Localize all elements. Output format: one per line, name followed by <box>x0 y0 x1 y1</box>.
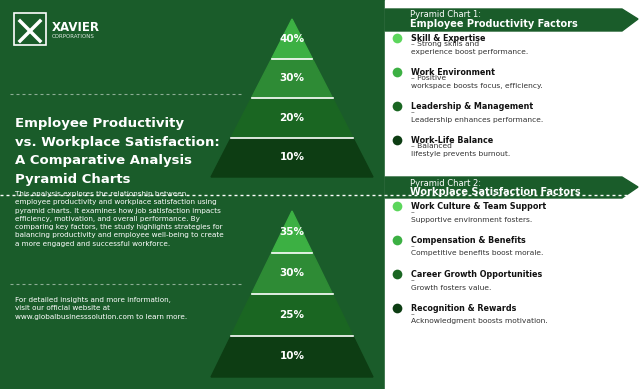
Text: For detailed insights and more information,
visit our official website at
www.gl: For detailed insights and more informati… <box>15 297 187 319</box>
Polygon shape <box>252 58 333 98</box>
Text: – Strong skills and
experience boost performance.: – Strong skills and experience boost per… <box>411 41 528 54</box>
Polygon shape <box>385 9 638 31</box>
Bar <box>385 0 640 389</box>
Text: –
Acknowledgment boosts motivation.: – Acknowledgment boosts motivation. <box>411 311 548 324</box>
Text: – Balanced
lifestyle prevents burnout.: – Balanced lifestyle prevents burnout. <box>411 143 510 156</box>
Polygon shape <box>211 137 373 177</box>
Polygon shape <box>231 98 353 137</box>
Text: –
Leadership enhances performance.: – Leadership enhances performance. <box>411 109 543 123</box>
Text: –
Growth fosters value.: – Growth fosters value. <box>411 277 492 291</box>
Text: –
Supportive environment fosters.: – Supportive environment fosters. <box>411 209 532 223</box>
Text: 20%: 20% <box>280 113 305 123</box>
Text: 25%: 25% <box>280 310 305 320</box>
Bar <box>14 13 46 45</box>
Text: Leadership & Management: Leadership & Management <box>411 102 533 111</box>
Text: Recognition & Rewards: Recognition & Rewards <box>411 304 516 313</box>
Text: –
Competitive benefits boost morale.: – Competitive benefits boost morale. <box>411 243 543 256</box>
Polygon shape <box>231 294 353 335</box>
Text: – Positive
workspace boosts focus, efficiency.: – Positive workspace boosts focus, effic… <box>411 75 543 89</box>
Polygon shape <box>272 19 312 58</box>
Text: Pyramid Chart 1:: Pyramid Chart 1: <box>410 10 481 19</box>
Text: Employee Productivity
vs. Workplace Satisfaction:
A Comparative Analysis
Pyramid: Employee Productivity vs. Workplace Sati… <box>15 117 220 186</box>
Text: 35%: 35% <box>280 227 305 237</box>
Text: Compensation & Benefits: Compensation & Benefits <box>411 236 525 245</box>
Text: Workplace Satisfaction Factors: Workplace Satisfaction Factors <box>410 187 580 197</box>
Text: 40%: 40% <box>280 34 305 44</box>
Text: Pyramid Chart 2:: Pyramid Chart 2: <box>410 179 481 187</box>
Text: 10%: 10% <box>280 152 305 162</box>
Text: Skill & Expertise: Skill & Expertise <box>411 34 486 43</box>
Text: 30%: 30% <box>280 268 305 278</box>
Text: Work-Life Balance: Work-Life Balance <box>411 136 493 145</box>
Text: Work Culture & Team Support: Work Culture & Team Support <box>411 202 546 211</box>
Polygon shape <box>252 252 333 294</box>
Text: XAVIER: XAVIER <box>52 21 100 33</box>
Polygon shape <box>272 211 312 252</box>
Text: CORPORATIONS: CORPORATIONS <box>52 33 95 39</box>
Text: 10%: 10% <box>280 351 305 361</box>
Text: 30%: 30% <box>280 73 305 83</box>
Text: Work Environment: Work Environment <box>411 68 495 77</box>
Polygon shape <box>211 335 373 377</box>
Text: Career Growth Opportunities: Career Growth Opportunities <box>411 270 542 279</box>
Text: Employee Productivity Factors: Employee Productivity Factors <box>410 19 578 29</box>
Text: This analysis explores the relationship between
employee productivity and workpl: This analysis explores the relationship … <box>15 191 224 247</box>
Polygon shape <box>385 177 638 198</box>
